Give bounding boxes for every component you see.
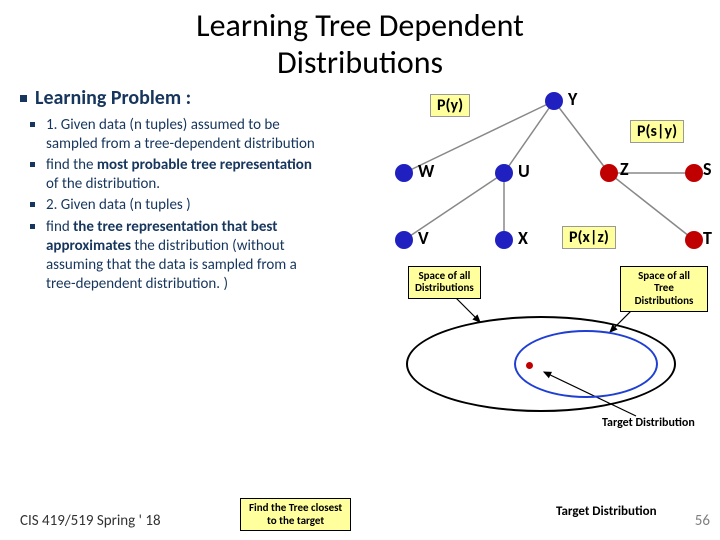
graph-node bbox=[685, 164, 703, 182]
ellipse-tree-distributions bbox=[514, 330, 658, 398]
bottom-target-label: Target Distribution bbox=[556, 504, 657, 519]
graph-node bbox=[395, 231, 413, 249]
graph-node bbox=[685, 231, 703, 249]
graph-node-label: T bbox=[703, 227, 712, 249]
find-tree-callout: Find the Tree closestto the target bbox=[240, 498, 351, 531]
target-distribution-dot bbox=[526, 362, 533, 369]
edge-label: P(y) bbox=[430, 94, 470, 117]
left-column: Learning Problem : 1. Given data (n tupl… bbox=[20, 86, 330, 446]
graph-node bbox=[495, 231, 513, 249]
graph-node bbox=[495, 164, 513, 182]
graph-node-label: V bbox=[418, 227, 429, 249]
graph-node bbox=[395, 164, 413, 182]
graph-node-label: S bbox=[703, 158, 712, 180]
graph-node-label: Z bbox=[620, 158, 629, 180]
edge-label: P(s|y) bbox=[630, 120, 684, 143]
diagram-area: YWUZSVXTP(y)P(s|y)P(x|z)Space of allDist… bbox=[330, 86, 708, 446]
list-item: 1. Given data (n tuples) assumed to be s… bbox=[46, 116, 322, 154]
graph-node-label: W bbox=[418, 160, 434, 182]
graph-node-label: X bbox=[518, 227, 528, 249]
space-callout: Space of all TreeDistributions bbox=[620, 266, 708, 312]
edge-label: P(x|z) bbox=[562, 226, 616, 249]
slide-title: Learning Tree Dependent Distributions bbox=[0, 0, 720, 86]
list-item: 2. Given data (n tuples ) bbox=[46, 196, 322, 215]
graph-node-label: U bbox=[518, 160, 530, 182]
graph-node bbox=[545, 92, 563, 110]
page-number: 56 bbox=[695, 512, 710, 530]
graph-node-label: Y bbox=[568, 88, 577, 110]
bullet-square-icon bbox=[20, 95, 27, 102]
list-item: find the tree representation that best a… bbox=[46, 218, 322, 295]
bullet-list: 1. Given data (n tuples) assumed to be s… bbox=[20, 116, 322, 295]
space-callout: Space of allDistributions bbox=[408, 266, 481, 299]
list-item: find the most probable tree representati… bbox=[46, 156, 322, 194]
footer-text: CIS 419/519 Spring ' 18 bbox=[20, 512, 161, 530]
target-distribution-label: Target Distribution bbox=[602, 416, 695, 430]
section-heading: Learning Problem : bbox=[20, 86, 322, 110]
graph-node bbox=[600, 164, 618, 182]
